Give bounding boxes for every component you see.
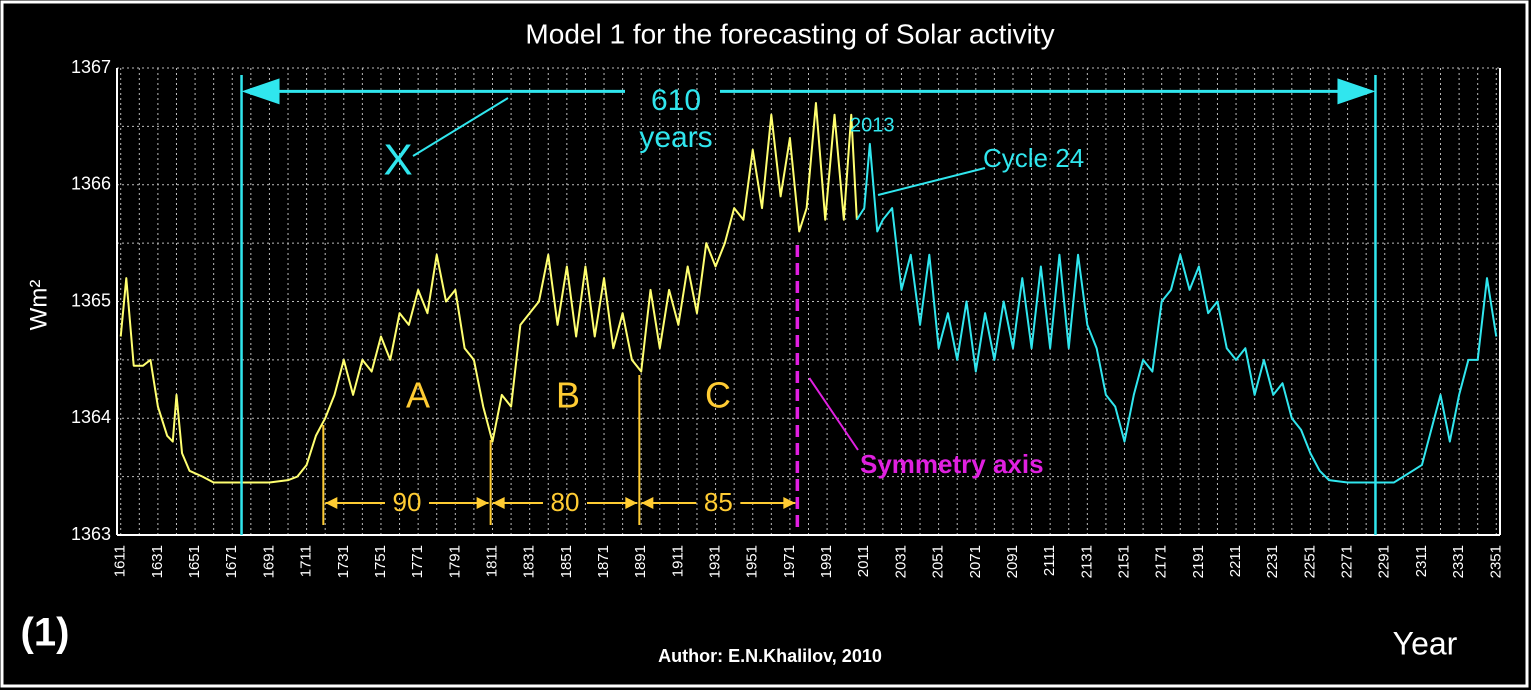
x-tick-label: 1731	[335, 545, 352, 578]
arrow-head	[492, 497, 505, 509]
leader-line	[877, 167, 986, 196]
author: Author: E.N.Khalilov, 2010	[658, 646, 882, 666]
x-tick-label: 2071	[967, 545, 984, 578]
x-tick-label: 1831	[521, 545, 538, 578]
x-tick-label: 2091	[1004, 545, 1021, 578]
x-tick-label: 1791	[446, 545, 463, 578]
x-tick-label: 1991	[818, 545, 835, 578]
x-tick-label: 1691	[260, 545, 277, 578]
phase-label: B	[556, 375, 580, 416]
x-note: X	[383, 136, 412, 185]
x-tick-label: 1871	[595, 545, 612, 578]
interval-label: 80	[551, 487, 580, 517]
x-tick-label: 2351	[1487, 545, 1504, 578]
x-tick-label: 2131	[1078, 545, 1095, 578]
span-label: 610	[651, 84, 701, 117]
x-tick-label: 1631	[149, 545, 166, 578]
x-tick-label: 1751	[372, 545, 389, 578]
interval-label: 90	[393, 487, 422, 517]
arrow-head	[1337, 78, 1376, 105]
x-tick-label: 1951	[744, 545, 761, 578]
phase-label: C	[705, 375, 731, 416]
x-tick-label: 2231	[1264, 545, 1281, 578]
x-tick-label: 1811	[483, 545, 500, 577]
x-tick-label: 2191	[1190, 545, 1207, 578]
y-tick-label: 1366	[71, 174, 111, 194]
x-tick-label: 2031	[892, 545, 909, 578]
year-note: 2013	[850, 114, 895, 136]
y-tick-label: 1363	[71, 524, 111, 544]
x-tick-label: 2171	[1153, 545, 1170, 578]
x-tick-label: 1671	[223, 545, 240, 578]
symmetry-label: Symmetry axis	[860, 449, 1044, 479]
data-line	[119, 102, 858, 484]
x-tick-label: 1611	[112, 545, 129, 577]
x-tick-label: 1651	[186, 545, 203, 578]
x-tick-label: 1931	[707, 545, 724, 578]
x-tick-label: 2051	[930, 545, 947, 578]
cycle-note: Cycle 24	[983, 143, 1084, 173]
arrow-head	[625, 497, 638, 509]
x-tick-label: 2011	[855, 545, 872, 577]
x-tick-label: 1891	[632, 545, 649, 578]
arrow-head	[325, 497, 338, 509]
y-axis-label: Wm²	[25, 280, 52, 331]
data-line	[855, 142, 1498, 484]
y-tick-label: 1367	[71, 57, 111, 77]
leader-line	[412, 97, 509, 157]
x-tick-label: 2211	[1227, 545, 1244, 577]
chart-title: Model 1 for the forecasting of Solar act…	[525, 18, 1054, 49]
x-tick-label: 2311	[1413, 545, 1430, 577]
arrow-head	[783, 497, 796, 509]
arrow-head	[241, 78, 280, 105]
x-tick-label: 2331	[1450, 545, 1467, 578]
x-axis-label: Year	[1393, 625, 1458, 661]
figure-label: (1)	[21, 611, 70, 655]
x-tick-label: 1911	[669, 545, 686, 577]
x-tick-label: 1971	[781, 545, 798, 578]
x-tick-label: 2111	[1041, 545, 1058, 576]
arrow-head	[476, 497, 489, 509]
y-tick-label: 1364	[71, 407, 111, 427]
phase-label: A	[406, 375, 430, 416]
y-tick-label: 1365	[71, 290, 111, 310]
x-tick-label: 1771	[409, 545, 426, 578]
x-tick-label: 2271	[1339, 545, 1356, 578]
x-tick-label: 1711	[298, 545, 315, 577]
x-tick-label: 1851	[558, 545, 575, 578]
x-tick-label: 2151	[1115, 545, 1132, 578]
x-tick-label: 2251	[1301, 545, 1318, 578]
interval-label: 85	[704, 487, 733, 517]
span-sublabel: years	[639, 121, 712, 154]
leader-line	[808, 377, 859, 451]
x-tick-label: 2291	[1376, 545, 1393, 578]
arrow-head	[641, 497, 654, 509]
